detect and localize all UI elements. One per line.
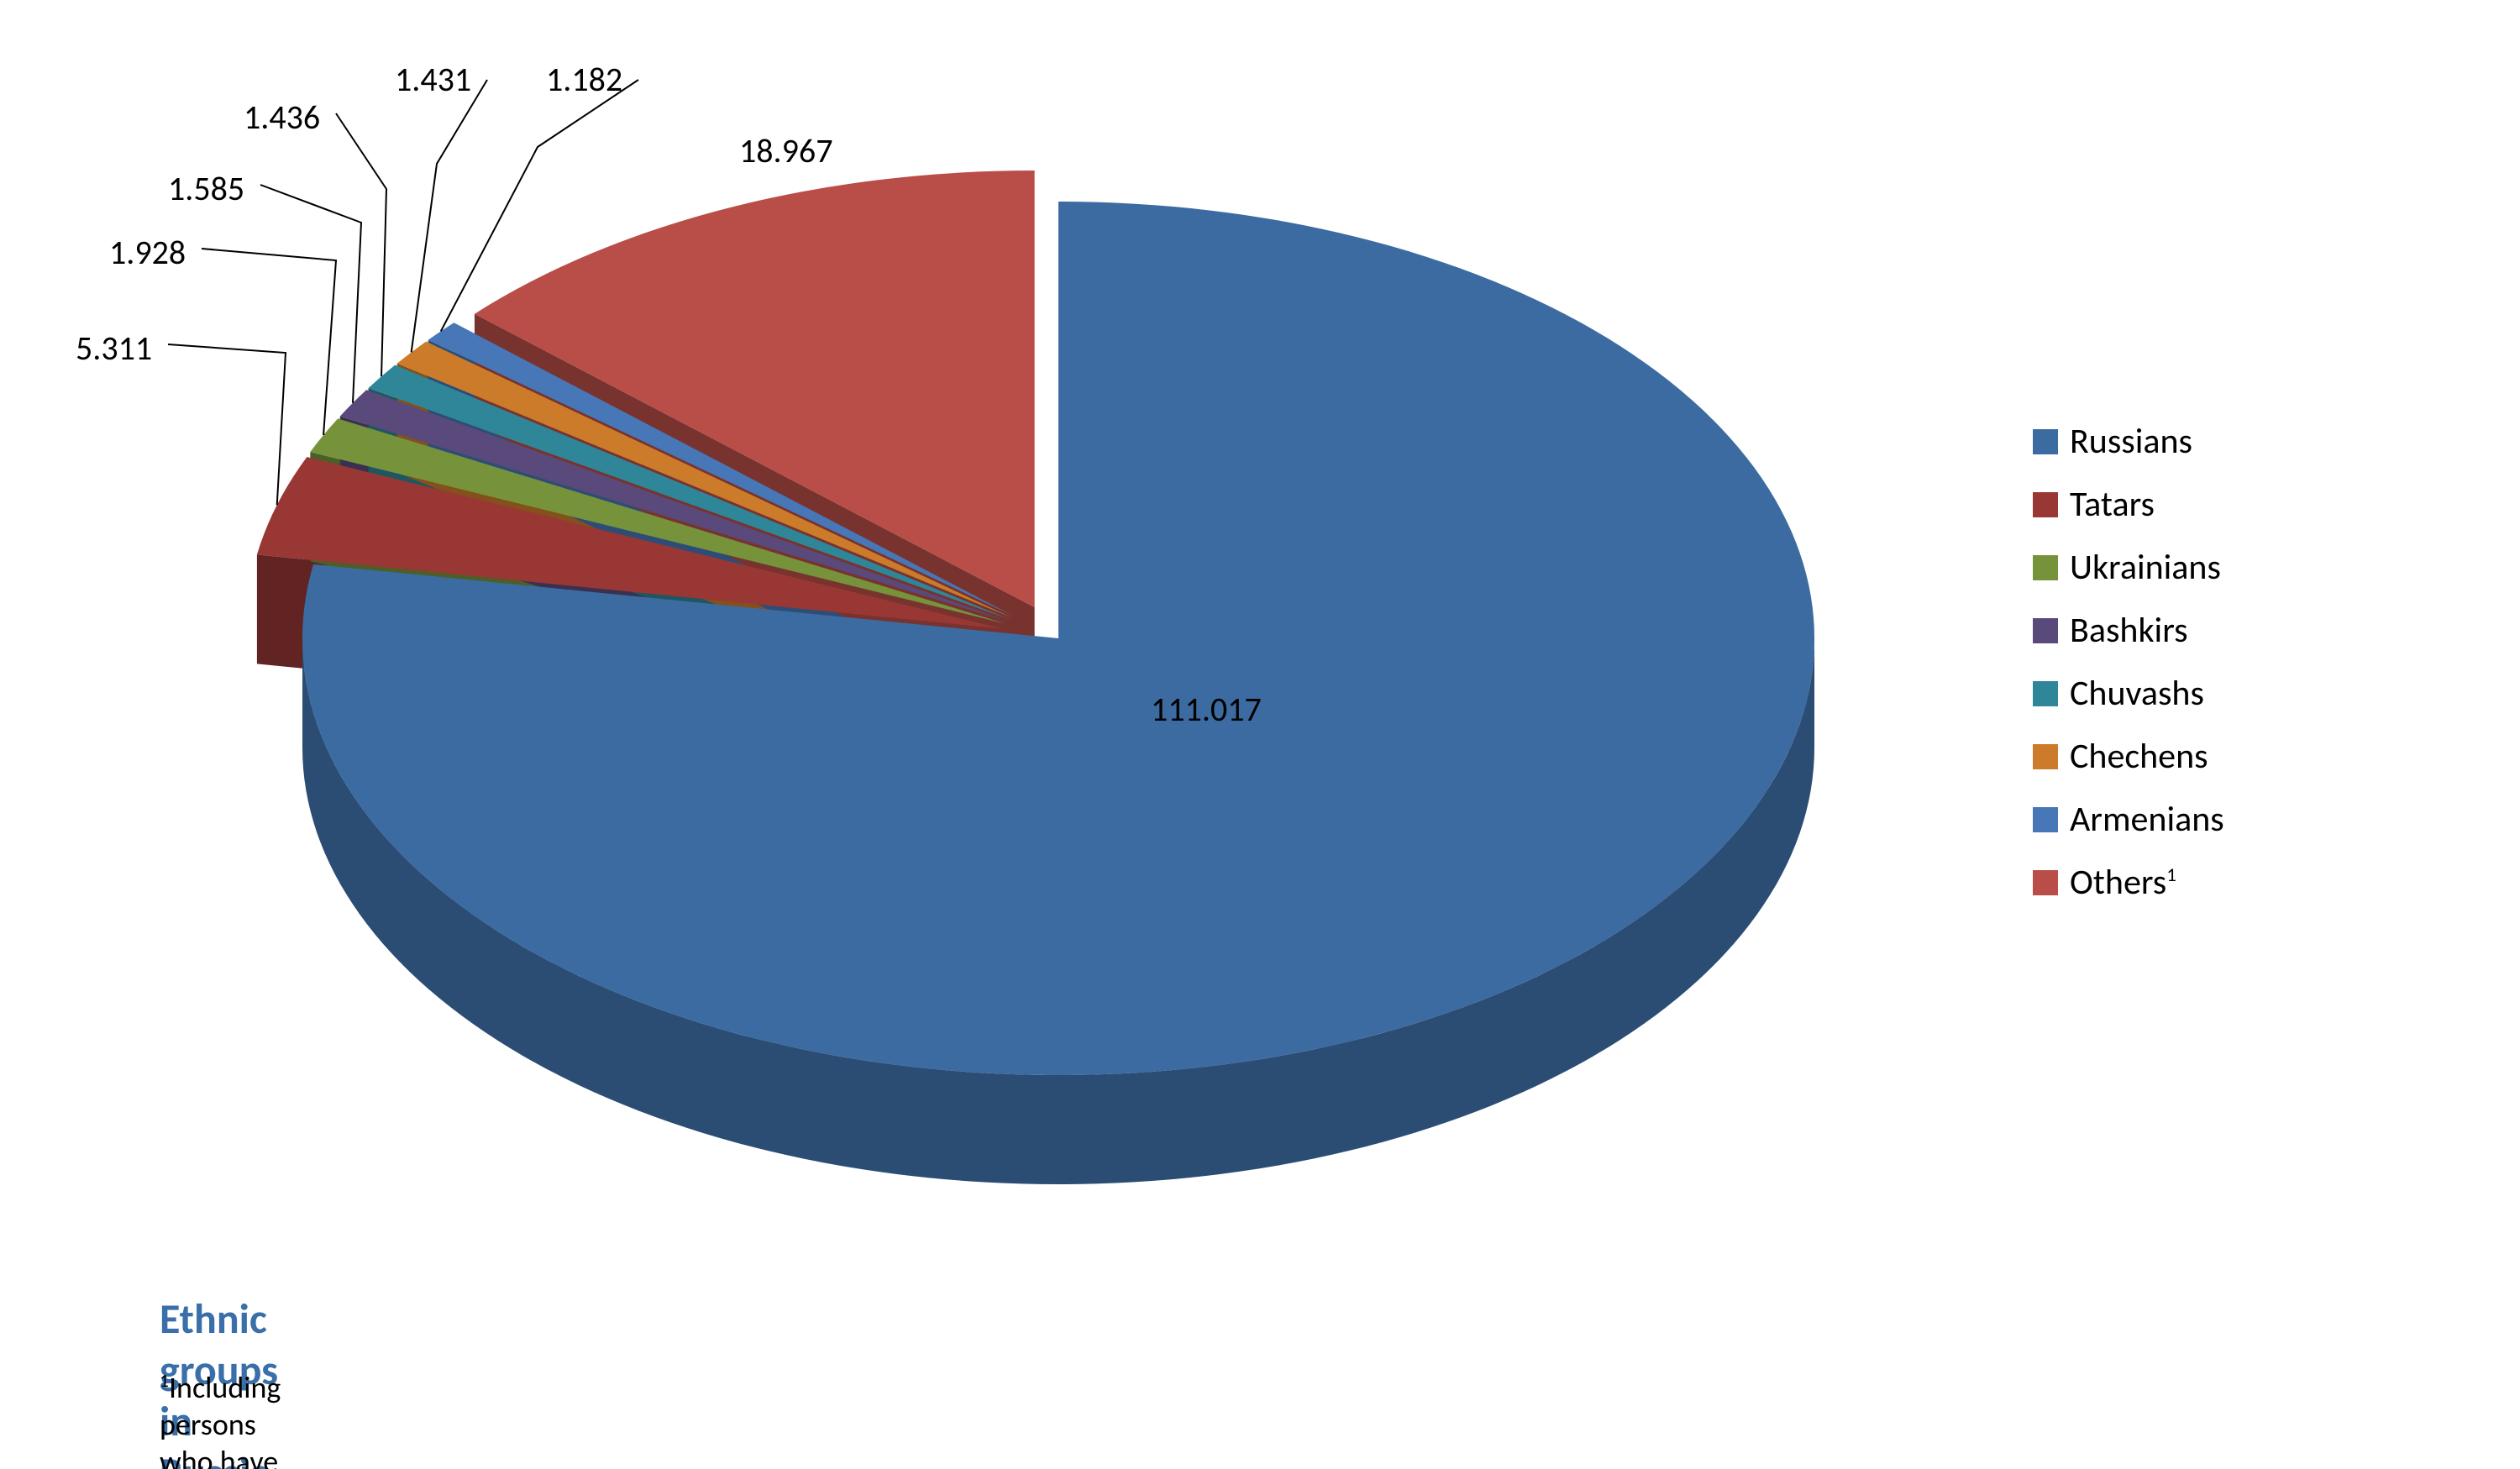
legend-swatch [2033,807,2058,832]
legend-label: Chuvashs [2070,672,2204,715]
data-label: 1.431 [395,59,471,100]
leader-line [260,185,361,403]
legend-swatch [2033,744,2058,769]
legend-item: Armenians [2033,798,2224,841]
legend-item: Chuvashs [2033,672,2224,715]
data-label: 1.585 [168,168,244,209]
legend-swatch [2033,681,2058,706]
legend-label: Tatars [2070,483,2155,526]
legend-item: Bashkirs [2033,609,2224,652]
leader-line [336,113,386,376]
legend-label: Chechens [2070,735,2208,778]
leader-line [202,249,336,435]
legend-item: Russians [2033,420,2224,463]
legend-label: Bashkirs [2070,609,2188,652]
legend-item: Tatars [2033,483,2224,526]
legend-item: Others1 [2033,861,2224,904]
legend: Russians Tatars Ukrainians Bashkirs Chuvashs… [2033,420,2224,904]
chart-footnote: 1Including persons who have not indicate… [160,1369,281,1469]
data-label: 18.967 [739,130,832,171]
data-label: 5.311 [76,328,152,369]
legend-item: Chechens [2033,735,2224,778]
legend-swatch [2033,618,2058,643]
legend-label: Armenians [2070,798,2224,841]
data-label: 1.436 [244,97,320,138]
chart-stage: Russians Tatars Ukrainians Bashkirs Chuvashs… [0,0,2520,1469]
legend-label: Others1 [2070,861,2176,904]
legend-item: Ukrainians [2033,546,2224,589]
legend-swatch [2033,870,2058,895]
legend-swatch [2033,429,2058,454]
legend-label: Russians [2070,420,2192,463]
leader-line [168,344,286,505]
legend-swatch [2033,492,2058,517]
data-label: 1.928 [109,232,186,273]
legend-swatch [2033,555,2058,580]
leader-line [412,80,487,352]
data-label: 1.182 [546,59,622,100]
data-label: 111.017 [1151,689,1262,730]
legend-label: Ukrainians [2070,546,2221,589]
